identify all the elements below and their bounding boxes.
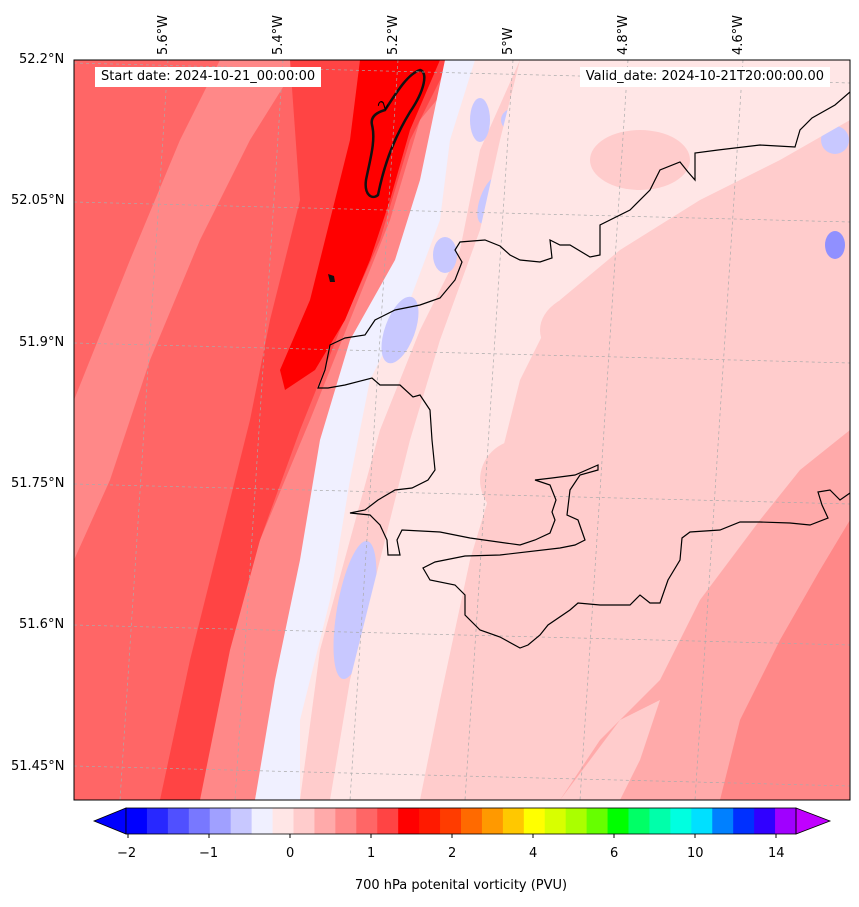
pv-blob-8 — [821, 126, 849, 154]
colorbar-cell — [146, 808, 169, 834]
colorbar-cell — [502, 808, 525, 834]
cbar-tick-label: 14 — [768, 846, 785, 861]
colorbar-cell — [733, 808, 755, 834]
colorbar-cell — [670, 808, 692, 834]
pv-blob-2 — [381, 296, 419, 364]
map-frame — [73, 59, 851, 801]
colorbar-cell — [126, 808, 148, 834]
colorbar-cell — [523, 808, 546, 834]
pv-2-contour — [364, 68, 426, 199]
pv-field — [74, 60, 850, 800]
pv-contour-dot — [328, 274, 335, 282]
pv-patch-4 — [480, 440, 560, 520]
colorbar-cell — [691, 808, 713, 834]
pv-blob-3 — [433, 237, 457, 273]
cbar-tick-label: 0 — [286, 846, 295, 861]
colorbar-cell — [440, 808, 462, 834]
colorbar-cell — [209, 808, 232, 834]
pv-band-4 — [74, 60, 220, 400]
valid-date-label: Valid_date: 2024-10-21T20:00:00.00 — [579, 67, 830, 87]
pv-patch-2 — [540, 290, 660, 370]
colorbar-under-arrow — [92, 807, 127, 835]
cbar-tick-label: 2 — [448, 846, 457, 861]
colorbar-cell — [398, 808, 420, 834]
colorbar-cell — [335, 808, 357, 834]
colorbar — [92, 807, 832, 838]
pv-blob-4 — [470, 98, 490, 142]
colorbar-cell — [272, 808, 294, 834]
colorbar-cell — [251, 808, 274, 834]
colorbar-cell — [167, 808, 190, 834]
colorbar-cell — [628, 808, 650, 834]
colorbar-cell — [461, 808, 483, 834]
lat-label-52-05: 52.05°N — [11, 193, 65, 208]
pv-patch-3 — [590, 130, 690, 190]
colorbar-frame — [125, 807, 797, 835]
colorbar-cell — [230, 808, 253, 834]
lon-label-5-2: 5.2°W — [386, 14, 401, 55]
pv-band-12 — [560, 700, 660, 800]
colorbar-cell — [356, 808, 378, 834]
colorbar-cell — [586, 808, 609, 834]
start-date-label: Start date: 2024-10-21_00:00:00 — [95, 67, 322, 87]
cbar-tick-label: −2 — [117, 846, 137, 861]
pv-blob-7 — [825, 231, 845, 259]
colorbar-cell — [377, 808, 399, 834]
colorbar-cell — [314, 808, 336, 834]
cbar-tick-label: 10 — [687, 846, 704, 861]
colorbar-cell — [188, 808, 211, 834]
colorbar-cell — [607, 808, 629, 834]
colorbar-cell — [754, 808, 776, 834]
coastline-north — [317, 91, 850, 649]
cbar-tick-label: 4 — [529, 846, 538, 861]
pv-band-5 — [160, 60, 450, 800]
lon-label-5-4: 5.4°W — [271, 14, 286, 55]
lon-label-5-0: 5°W — [501, 27, 516, 55]
lat-label-51-9: 51.9°N — [19, 335, 65, 350]
colorbar-cell — [293, 808, 315, 834]
colorbar-label: 700 hPa potenital vorticity (PVU) — [354, 878, 568, 893]
lat-label-52-2: 52.2°N — [19, 52, 65, 67]
colorbar-cell — [565, 808, 588, 834]
colorbar-cell — [712, 808, 734, 834]
colorbar-cell — [419, 808, 441, 834]
colorbar-cell — [775, 808, 797, 834]
cbar-tick-label: 6 — [610, 846, 619, 861]
colorbar-cell — [481, 808, 504, 834]
lat-label-51-6: 51.6°N — [19, 617, 65, 632]
colorbar-ticks — [127, 834, 777, 838]
colorbar-over-arrow — [795, 807, 832, 835]
colorbar-cells — [126, 808, 797, 834]
cbar-tick-label: 1 — [367, 846, 376, 861]
lat-label-51-45: 51.45°N — [11, 759, 65, 774]
pv-band-6 — [280, 60, 440, 390]
colorbar-cell — [649, 808, 671, 834]
lat-label-51-75: 51.75°N — [11, 476, 65, 491]
cbar-tick-label: −1 — [199, 846, 219, 861]
pv-band-9 — [330, 60, 850, 800]
lon-label-4-8: 4.8°W — [616, 14, 631, 55]
lon-label-4-6: 4.6°W — [731, 14, 746, 55]
pv-band-8 — [255, 60, 475, 800]
lon-label-5-6: 5.6°W — [156, 14, 171, 55]
colorbar-cell — [544, 808, 567, 834]
pv-blob-1 — [333, 540, 377, 680]
pv-band-11 — [720, 520, 850, 800]
